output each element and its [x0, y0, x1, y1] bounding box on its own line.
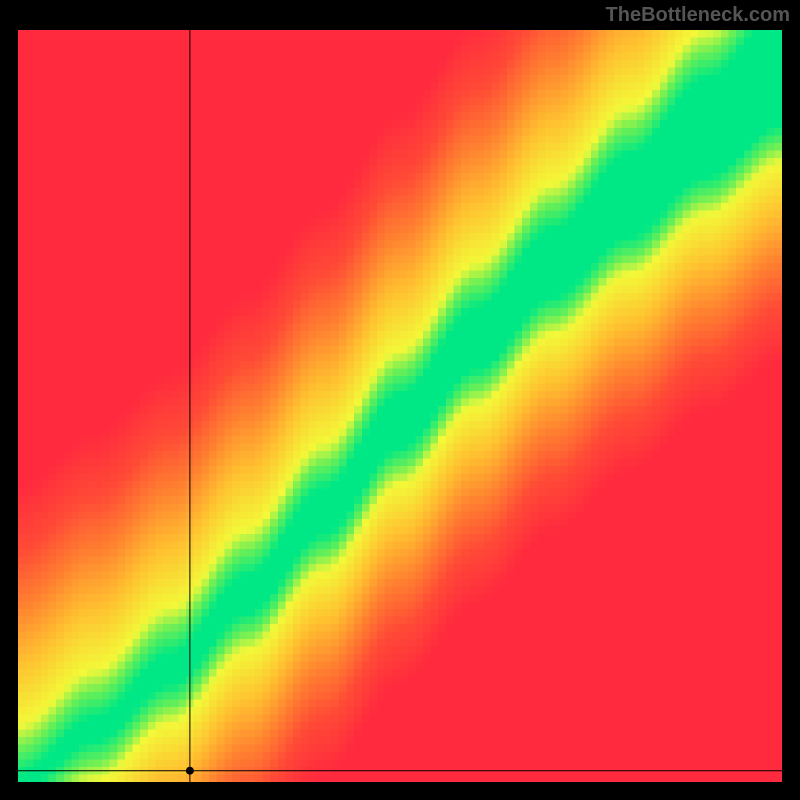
- chart-container: TheBottleneck.com: [0, 0, 800, 800]
- crosshair-overlay: [18, 30, 782, 782]
- watermark-text: TheBottleneck.com: [606, 4, 790, 27]
